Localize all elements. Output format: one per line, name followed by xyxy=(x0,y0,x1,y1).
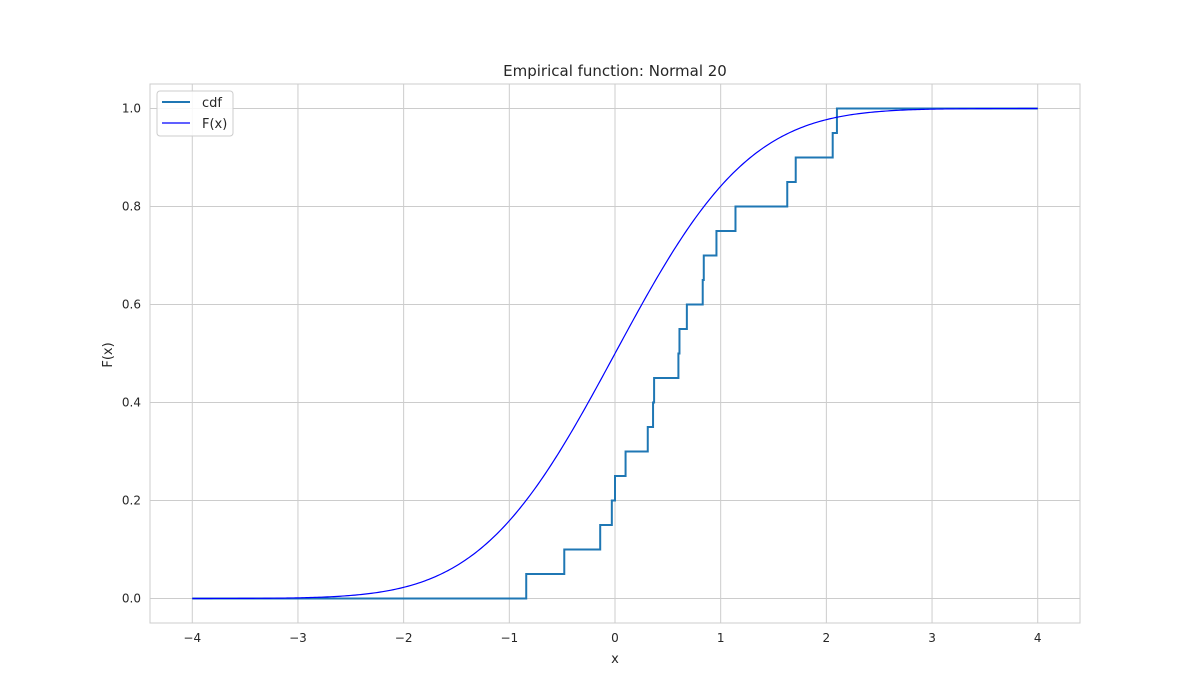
series-layer xyxy=(192,107,1038,600)
x-tick-label: 1 xyxy=(717,631,725,645)
y-tick-label: 0.8 xyxy=(122,200,141,214)
x-tick-label: −1 xyxy=(500,631,518,645)
y-tick-label: 0.4 xyxy=(122,396,141,410)
x-tick-label: 3 xyxy=(928,631,936,645)
series-line-fx xyxy=(192,107,1038,600)
y-tick-label: 1.0 xyxy=(122,102,141,116)
x-axis-label: x xyxy=(611,652,619,667)
x-tick-label: 4 xyxy=(1034,631,1042,645)
legend: cdf F(x) xyxy=(156,90,234,137)
plot-frame xyxy=(149,83,1081,624)
x-tick-label: −3 xyxy=(289,631,307,645)
chart-title: Empirical function: Normal 20 xyxy=(503,62,727,80)
y-tick-label: 0.2 xyxy=(122,494,141,508)
legend-label-cdf: cdf xyxy=(202,96,222,111)
y-tick-label: 0.6 xyxy=(122,298,141,312)
y-tick-label: 0.0 xyxy=(122,592,141,606)
x-tick-label: 0 xyxy=(611,631,619,645)
x-tick-label: −4 xyxy=(183,631,201,645)
y-axis-label: F(x) xyxy=(101,342,116,367)
tick-labels: −4 −3 −2 −1 0 1 2 3 4 0.0 0.2 0.4 0.6 0.8 1.0 xyxy=(122,102,1042,646)
legend-label-fx: F(x) xyxy=(202,117,227,132)
x-tick-label: −2 xyxy=(395,631,413,645)
series-line-cdf xyxy=(192,107,1038,600)
x-tick-label: 2 xyxy=(823,631,831,645)
